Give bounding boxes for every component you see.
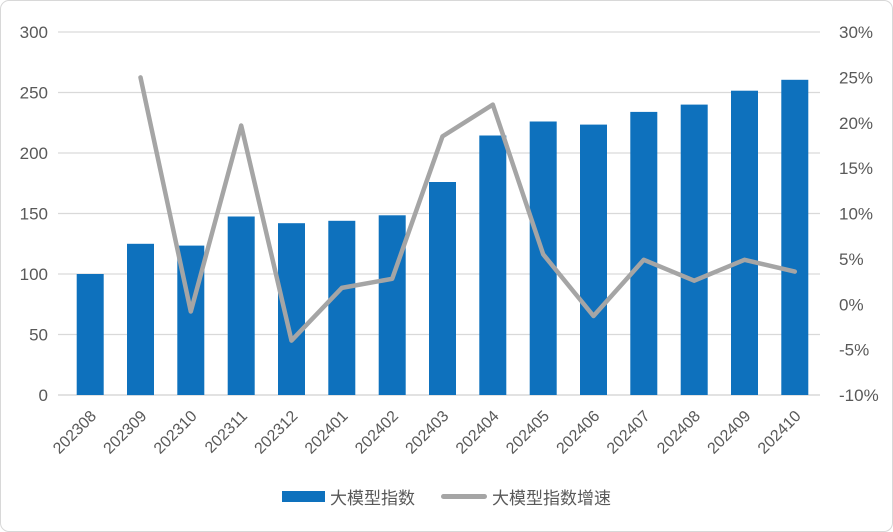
legend-label-index: 大模型指数 [330, 489, 415, 508]
growth-line [138, 75, 798, 343]
x-axis-tick-label: 202308 [50, 408, 100, 458]
legend-item-growth: 大模型指数增速 [441, 484, 611, 509]
bar [127, 243, 154, 396]
right-axis-tick-label: 30% [839, 23, 873, 42]
legend-label-growth: 大模型指数增速 [492, 489, 611, 508]
right-axis-tick-label: 15% [839, 159, 873, 178]
bar [731, 90, 758, 395]
bar-series-swatch-icon [282, 491, 325, 502]
x-axis-tick-label: 202311 [202, 408, 251, 457]
legend-item-index: 大模型指数 [282, 484, 415, 509]
right-axis-tick-label: 0% [839, 295, 864, 314]
bar [781, 79, 809, 396]
left-axis-tick-label: 200 [20, 144, 48, 163]
bar [580, 124, 607, 395]
right-axis-tick-label: -10% [839, 386, 879, 405]
right-axis-tick-label: 20% [839, 114, 873, 133]
bar [227, 216, 255, 395]
x-axis-tick-label: 202408 [654, 408, 704, 458]
left-axis-tick-label: 300 [20, 23, 48, 42]
x-axis-tick-label: 202406 [554, 408, 604, 458]
x-axis-tick-label: 202402 [352, 408, 402, 458]
right-axis-tick-label: -5% [839, 341, 869, 360]
bar [429, 182, 456, 395]
x-axis-tick-label: 202407 [604, 408, 654, 458]
x-axis-tick-label: 202409 [705, 408, 755, 458]
bar [328, 220, 356, 395]
x-axis-tick-label: 202403 [403, 408, 453, 458]
bar [479, 135, 507, 395]
right-axis-tick-label: 5% [839, 250, 864, 269]
x-axis-tick-label: 202312 [252, 408, 302, 458]
bar [76, 274, 104, 395]
x-axis-tick-label: 202405 [503, 408, 553, 458]
left-axis-tick-label: 0 [39, 386, 48, 405]
line-series-swatch-icon [441, 494, 487, 499]
bar [378, 215, 406, 395]
bar [529, 121, 557, 395]
bar [680, 104, 708, 395]
x-axis-tick-label: 202310 [151, 408, 201, 458]
left-axis-tick-label: 50 [29, 326, 48, 345]
left-axis-tick-label: 250 [20, 84, 48, 103]
chart-legend: 大模型指数 大模型指数增速 [1, 484, 892, 509]
bar [630, 111, 658, 396]
x-axis-tick-label: 202404 [453, 408, 503, 458]
right-axis-tick-label: 25% [839, 68, 873, 87]
right-axis-tick-label: 10% [839, 205, 873, 224]
left-axis-tick-label: 100 [20, 265, 48, 284]
x-axis-tick-label: 202309 [101, 408, 151, 458]
x-axis-tick-label: 202401 [302, 408, 352, 458]
left-axis-tick-label: 150 [20, 205, 48, 224]
x-axis-tick-label: 202410 [755, 408, 805, 458]
